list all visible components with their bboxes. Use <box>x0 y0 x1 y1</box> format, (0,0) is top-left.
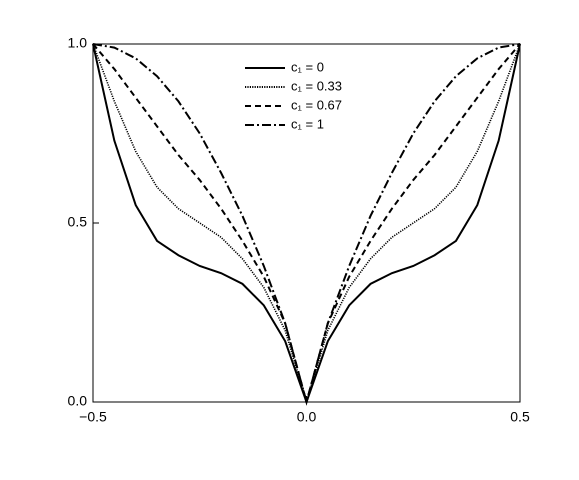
y-tick-label: 1.0 <box>68 35 88 51</box>
series-line <box>92 43 521 406</box>
x-tick-label: 0.0 <box>297 409 317 425</box>
y-tick-label: 0.0 <box>68 393 88 409</box>
y-tick-label: 0.5 <box>68 214 88 230</box>
x-tick-label: −0.5 <box>79 409 107 425</box>
legend-label: c₁ = 0 <box>291 59 324 74</box>
series-line <box>92 43 521 406</box>
legend-label: c₁ = 0.67 <box>291 97 342 112</box>
x-tick-label: 0.5 <box>510 409 530 425</box>
legend-label: c₁ = 0.33 <box>291 78 342 93</box>
legend-label: c₁ = 1 <box>291 116 324 131</box>
